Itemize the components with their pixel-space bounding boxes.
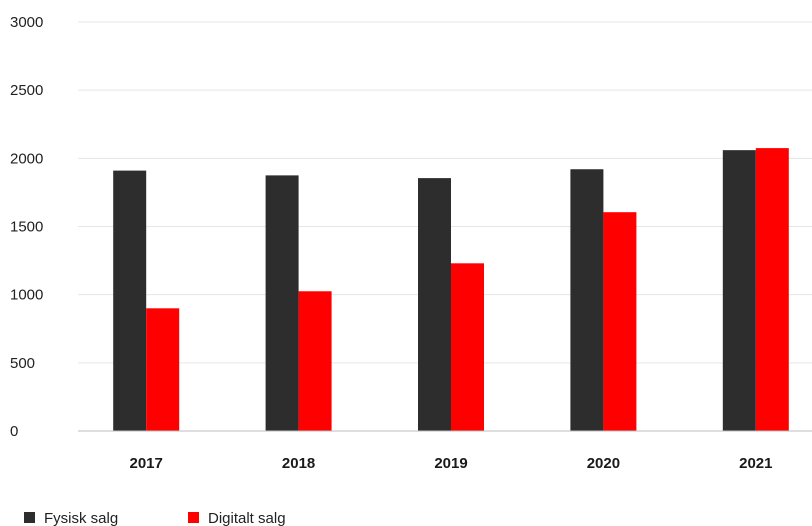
y-tick-label: 1500 bbox=[10, 219, 43, 236]
x-category-label: 2017 bbox=[130, 455, 163, 472]
bar-fysisk-salg-2017 bbox=[113, 170, 147, 431]
legend-swatch bbox=[188, 512, 199, 523]
bar-fysisk-salg-2020 bbox=[570, 169, 604, 432]
legend-label: Fysisk salg bbox=[44, 510, 118, 526]
x-category-label: 2019 bbox=[434, 455, 467, 472]
y-tick-label: 1000 bbox=[10, 287, 43, 304]
bars bbox=[113, 148, 789, 432]
bar-digitalt-salg-2019 bbox=[451, 263, 484, 431]
y-tick-label: 2500 bbox=[10, 82, 43, 99]
bar-digitalt-salg-2020 bbox=[603, 212, 637, 431]
y-tick-label: 2000 bbox=[10, 150, 43, 167]
x-category-label: 2021 bbox=[739, 455, 772, 472]
y-tick-label: 3000 bbox=[10, 14, 43, 31]
bar-fysisk-salg-2019 bbox=[418, 178, 451, 431]
y-tick-label: 0 bbox=[10, 423, 18, 440]
bar-digitalt-salg-2018 bbox=[298, 291, 332, 431]
legend-label: Digitalt salg bbox=[208, 510, 286, 526]
bar-fysisk-salg-2018 bbox=[265, 175, 299, 431]
legend-item: Digitalt salg bbox=[188, 510, 286, 526]
x-axis-category-labels: 2017 2018 2019 2020 2021 bbox=[130, 455, 773, 472]
legend-item: Fysisk salg bbox=[24, 510, 118, 526]
bar-fysisk-salg-2021 bbox=[722, 150, 756, 432]
x-category-label: 2020 bbox=[587, 455, 620, 472]
y-axis-tick-labels: 0 500 1000 1500 2000 2500 3000 bbox=[10, 14, 43, 440]
x-category-label: 2018 bbox=[282, 455, 315, 472]
bar-digitalt-salg-2021 bbox=[755, 148, 789, 431]
legend-swatch bbox=[24, 512, 35, 523]
legend: Fysisk salg Digitalt salg bbox=[24, 510, 286, 526]
y-tick-label: 500 bbox=[10, 355, 35, 372]
bar-digitalt-salg-2017 bbox=[146, 308, 180, 431]
